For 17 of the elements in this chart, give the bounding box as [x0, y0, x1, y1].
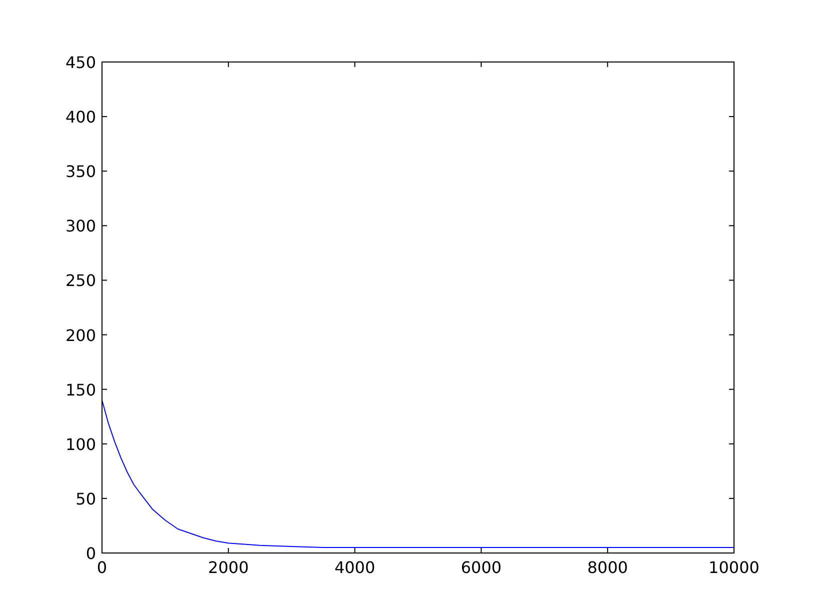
y-tick-label: 0	[86, 544, 96, 563]
x-tick-label: 10000	[708, 558, 760, 577]
x-tick-label: 0	[96, 558, 108, 577]
x-tick-label: 8000	[587, 558, 628, 577]
y-tick-label: 250	[65, 271, 96, 290]
y-tick-label: 300	[65, 216, 96, 236]
y-tick-label: 150	[65, 380, 96, 400]
y-tick-label: 450	[65, 53, 96, 72]
x-tick-label: 2000	[208, 558, 249, 577]
y-tick-label: 350	[65, 162, 96, 182]
x-tick-label: 6000	[460, 558, 502, 577]
y-tick-label: 100	[65, 434, 96, 454]
x-tick-label: 4000	[334, 558, 376, 577]
line-series	[102, 400, 734, 548]
y-tick-label: 400	[65, 108, 96, 127]
y-tick-label: 50	[76, 489, 96, 508]
y-tick-label: 200	[65, 326, 96, 345]
